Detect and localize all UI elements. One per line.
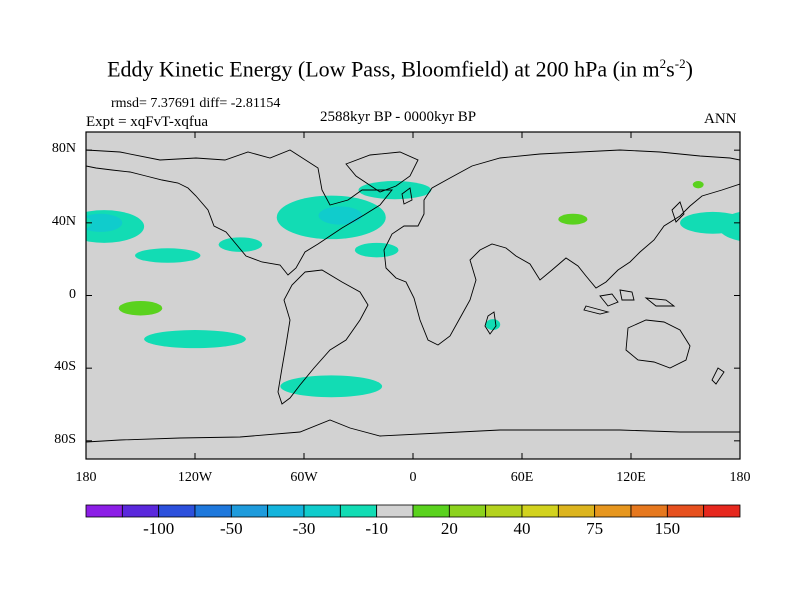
colorbar-swatch [85,504,123,518]
anomaly-region [558,213,588,225]
anomaly-region [144,330,246,349]
colorbar [85,504,741,518]
colorbar-swatch [666,504,705,518]
colorbar-swatch [158,504,196,518]
colorbar-label: 75 [586,519,604,538]
y-tick-label: 40S [54,359,76,375]
chart-title: Eddy Kinetic Energy (Low Pass, Bloomfiel… [107,56,693,82]
x-tick-label: 0 [409,470,417,485]
colorbar-label: 150 [654,519,681,538]
colorbar-swatch [630,504,668,518]
plot-frame [85,131,741,460]
y-tick-label: 40N [51,213,76,229]
colorbar-swatch [557,504,596,518]
season-label: ANN [704,111,737,127]
colorbar-swatch [412,504,450,518]
colorbar-label: -50 [219,519,243,538]
anomaly-region [680,211,740,234]
colorbar-label: -100 [143,519,175,538]
anomaly-region [358,181,432,200]
y-tick-label: 0 [69,286,76,302]
coastlines [86,149,740,443]
colorbar-swatch [194,504,232,518]
colorbar-swatch [376,504,414,518]
anomaly-region [118,300,163,316]
colorbar-label: -30 [292,519,316,538]
colorbar-swatch [121,504,160,518]
colorbar-swatch [703,504,741,518]
colorbar-label: -10 [365,519,388,538]
anomaly-region [485,319,501,331]
x-tick-label: 120E [616,470,646,485]
colorbar-label: 20 [440,519,458,538]
period-label: 2588kyr BP - 0000kyr BP [320,109,477,125]
colorbar-swatch [521,504,559,518]
anomaly-region [135,248,201,263]
colorbar-swatch [230,504,269,518]
stats-label: rmsd= 7.37691 diff= -2.81154 [111,96,281,111]
anomaly-region [692,181,704,189]
colorbar-swatch [339,504,378,518]
y-tick-label: 80N [51,141,76,157]
anomaly-region [280,375,383,398]
colorbar-swatch [485,504,523,518]
anomaly-regions [86,181,740,398]
anomaly-region [86,213,123,232]
colorbar-swatch [303,504,341,518]
colorbar-swatch [448,504,487,518]
colorbar-swatch [267,504,305,518]
colorbar-label: 40 [513,519,531,538]
x-tick-label: 60E [510,470,534,485]
x-tick-label: 180 [729,470,751,485]
anomaly-region [318,206,363,225]
colorbar-swatch [594,504,632,518]
anomaly-region [218,237,263,252]
y-tick-label: 80S [54,431,76,447]
x-tick-label: 60W [290,470,318,485]
x-tick-label: 180 [75,470,97,485]
experiment-label: Expt = xqFvT-xqfua [86,114,209,130]
x-tick-label: 120W [177,470,213,485]
anomaly-region [354,242,399,258]
